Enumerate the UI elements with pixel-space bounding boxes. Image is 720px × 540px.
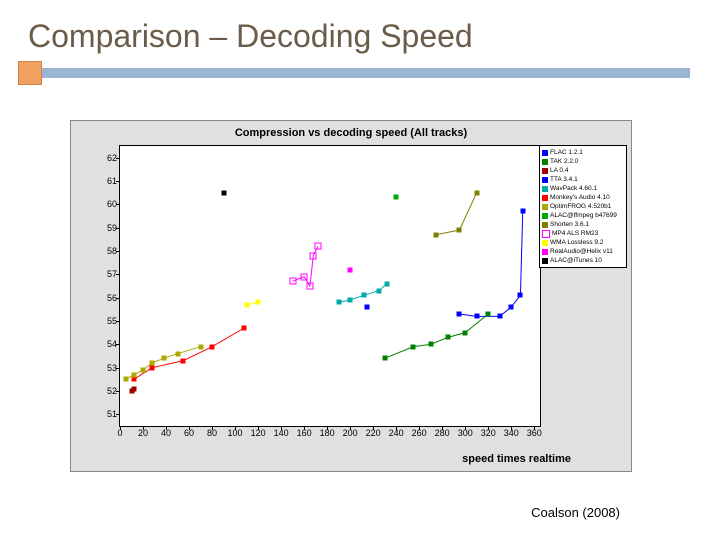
data-point <box>150 361 155 366</box>
data-point <box>221 190 226 195</box>
data-point <box>445 335 450 340</box>
slide-title: Comparison – Decoding Speed <box>0 0 720 61</box>
data-point <box>518 293 523 298</box>
legend-item: Shorten 3.6.1 <box>542 220 624 229</box>
legend-item: TTA 3.4.1 <box>542 175 624 184</box>
data-point <box>411 344 416 349</box>
legend-item: RealAudio@Helix v11 <box>542 247 624 256</box>
chart-title: Compression vs decoding speed (All track… <box>71 127 631 139</box>
data-point <box>198 344 203 349</box>
data-point <box>520 209 525 214</box>
data-point <box>382 356 387 361</box>
data-point <box>314 243 321 250</box>
legend-item: Monkey's Audio 4.10 <box>542 193 624 202</box>
data-point <box>474 190 479 195</box>
data-point <box>434 232 439 237</box>
data-point <box>336 300 341 305</box>
data-point <box>376 288 381 293</box>
data-point <box>348 298 353 303</box>
data-point <box>289 278 296 285</box>
series-lines <box>120 146 540 426</box>
data-point <box>365 305 370 310</box>
data-point <box>150 365 155 370</box>
data-point <box>384 281 389 286</box>
accent-bar <box>0 61 720 85</box>
data-point <box>181 358 186 363</box>
data-point <box>457 228 462 233</box>
data-point <box>256 300 261 305</box>
data-point <box>361 293 366 298</box>
data-point <box>131 377 136 382</box>
legend-item: OptimFROG 4.520b1 <box>542 202 624 211</box>
data-point <box>141 368 146 373</box>
data-point <box>428 342 433 347</box>
data-point <box>497 314 502 319</box>
data-point <box>210 344 215 349</box>
data-point <box>244 302 249 307</box>
data-point <box>348 267 353 272</box>
data-point <box>161 356 166 361</box>
data-point <box>394 195 399 200</box>
data-point <box>242 326 247 331</box>
data-point <box>301 273 308 280</box>
plot-area: 5152535455565758596061620204060801001201… <box>119 145 541 427</box>
data-point <box>123 377 128 382</box>
data-point <box>131 386 136 391</box>
data-point <box>310 252 317 259</box>
legend-item: MP4 ALS RM23 <box>542 229 624 238</box>
data-point <box>463 330 468 335</box>
legend-item: WavPack 4.60.1 <box>542 184 624 193</box>
data-point <box>131 372 136 377</box>
legend-item: LA 0.4 <box>542 166 624 175</box>
legend-item: ALAC@ffmpeg b47699 <box>542 211 624 220</box>
x-axis-label: speed times realtime <box>462 453 571 465</box>
accent-line <box>42 68 690 78</box>
data-point <box>175 351 180 356</box>
legend-item: WMA Lossless 9.2 <box>542 238 624 247</box>
legend: FLAC 1.2.1TAK 2.2.0LA 0.4TTA 3.4.1WavPac… <box>539 145 627 268</box>
legend-item: TAK 2.2.0 <box>542 157 624 166</box>
data-point <box>474 314 479 319</box>
legend-item: ALAC@iTunes 10 <box>542 256 624 265</box>
chart-container: Compression vs decoding speed (All track… <box>70 120 632 472</box>
data-point <box>486 312 491 317</box>
data-point <box>306 283 313 290</box>
data-point <box>509 305 514 310</box>
credit-text: Coalson (2008) <box>531 505 620 520</box>
legend-item: FLAC 1.2.1 <box>542 148 624 157</box>
accent-square <box>18 61 42 85</box>
data-point <box>457 312 462 317</box>
